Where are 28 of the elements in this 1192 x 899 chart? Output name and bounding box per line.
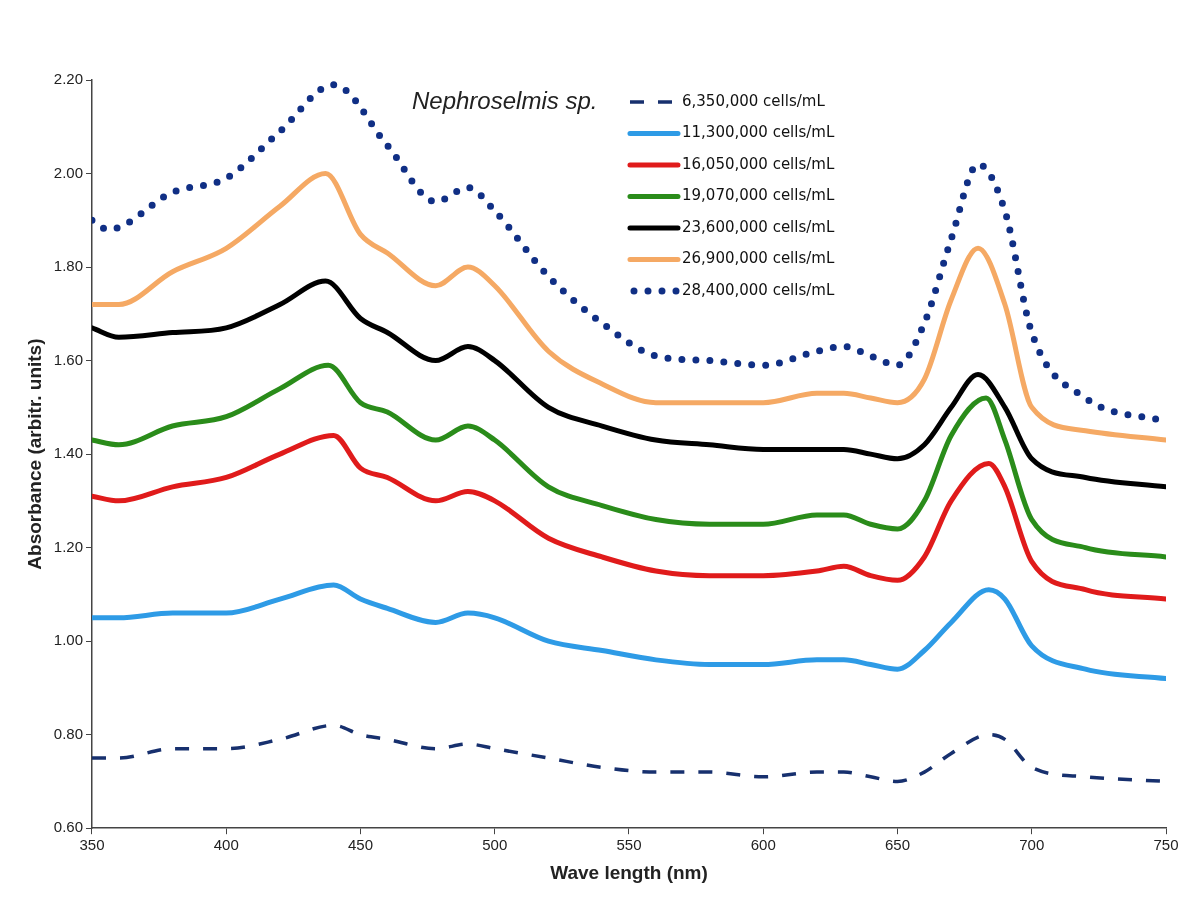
legend-label: 23,600,000 cells/mL	[681, 217, 835, 236]
y-tick-label: 1.00	[53, 631, 83, 649]
x-axis-title: Wave length (nm)	[550, 861, 708, 883]
y-tick-label: 0.60	[53, 818, 83, 836]
x-tick-label: 600	[750, 836, 776, 854]
legend-label: 19,070,000 cells/mL	[681, 186, 835, 205]
x-tick-label: 500	[482, 836, 508, 854]
y-tick-label: 1.80	[53, 257, 83, 275]
x-tick-label: 750	[1153, 836, 1179, 854]
y-tick-label: 1.40	[53, 444, 83, 462]
x-tick-label: 450	[347, 836, 374, 854]
x-tick-label: 650	[884, 836, 911, 854]
legend-label: 11,300,000 cells/mL	[681, 123, 835, 142]
legend-label: 28,400,000 cells/mL	[681, 280, 835, 299]
chart-title: Nephroselmis sp.	[411, 86, 598, 114]
y-tick-label: 2.00	[53, 163, 83, 181]
x-tick-label: 400	[213, 836, 239, 854]
y-tick-label: 2.20	[53, 70, 83, 88]
x-tick-label: 550	[616, 836, 642, 854]
legend-label: 16,050,000 cells/mL	[681, 154, 835, 173]
legend-label: 6,350,000 cells/mL	[681, 91, 826, 110]
y-axis-title: Absorbance (arbitr. units)	[23, 338, 45, 570]
x-tick-label: 700	[1019, 836, 1045, 854]
x-tick-label: 350	[79, 836, 105, 854]
y-tick-label: 1.20	[53, 537, 83, 555]
y-tick-label: 1.60	[53, 350, 83, 368]
legend-label: 26,900,000 cells/mL	[681, 249, 835, 268]
y-tick-label: 0.80	[53, 724, 83, 742]
